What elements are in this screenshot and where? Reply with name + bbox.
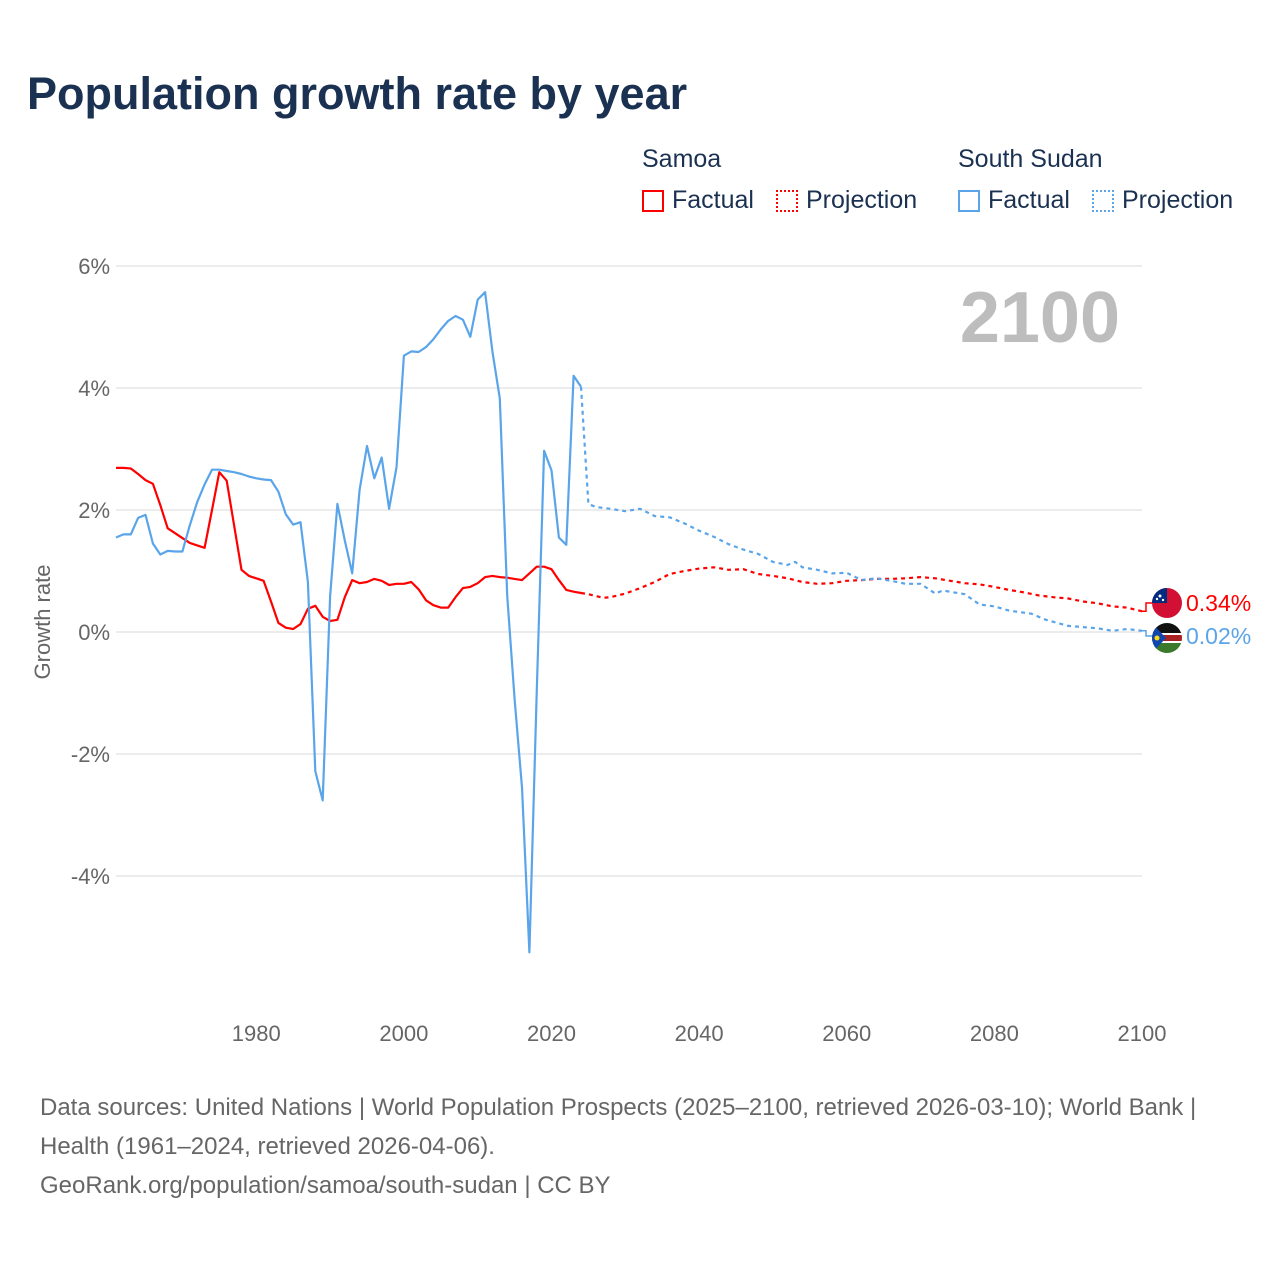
x-tick-label: 2040 [675, 1021, 724, 1046]
y-tick-label: 0% [78, 620, 110, 645]
legend-group-samoa: Samoa [642, 145, 722, 173]
end-label-samoa: 0.34% [1186, 590, 1251, 616]
legend-swatch [642, 189, 664, 212]
x-tick-label: 1980 [232, 1021, 281, 1046]
x-tick-label: 2100 [1118, 1021, 1167, 1046]
legend-south-sudan-projection[interactable]: Projection [1092, 186, 1233, 215]
series-line-samoa-factual [116, 466, 582, 631]
y-axis-label: Growth rate [30, 565, 55, 680]
legend-swatch [776, 189, 798, 212]
footer: Data sources: United Nations | World Pop… [40, 1088, 1240, 1205]
x-tick-label: 2080 [970, 1021, 1019, 1046]
samoa-flag-icon [1152, 588, 1182, 618]
legend-south-sudan-factual[interactable]: Factual [958, 186, 1070, 215]
legend-label: Factual [988, 186, 1070, 214]
south-sudan-flag-icon [1152, 623, 1182, 653]
x-tick-label: 2000 [379, 1021, 428, 1046]
end-connector [1142, 630, 1152, 637]
y-tick-label: 4% [78, 376, 110, 401]
data-sources: Data sources: United Nations | World Pop… [40, 1094, 1197, 1160]
legend-label: Factual [672, 186, 754, 214]
x-tick-label: 2020 [527, 1021, 576, 1046]
series-line-samoa-projection [580, 566, 1143, 613]
x-tick-label: 2060 [822, 1021, 871, 1046]
year-watermark: 2100 [960, 278, 1120, 358]
series-line-south-sudan-factual [115, 291, 582, 954]
y-tick-label: 2% [78, 498, 110, 523]
legend-label: Projection [1122, 186, 1234, 214]
attribution-link[interactable]: GeoRank.org/population/samoa/south-sudan… [40, 1172, 611, 1199]
y-tick-label: -2% [71, 742, 110, 767]
y-tick-label: -4% [71, 864, 110, 889]
legend-samoa-factual[interactable]: Factual [642, 186, 754, 215]
legend-samoa-projection[interactable]: Projection [776, 186, 917, 215]
legend-label: Projection [806, 186, 918, 214]
end-label-south-sudan: 0.02% [1186, 623, 1251, 649]
line-chart: -4% -2% 0% 2% 4% 6% 1980 2000 2020 2040 2060 2080 21… [30, 254, 1251, 1046]
legend-group-south-sudan: South Sudan [958, 145, 1103, 173]
chart-title: Population growth rate by year [27, 68, 688, 119]
end-connector [1142, 602, 1152, 613]
y-tick-label: 6% [78, 254, 110, 279]
legend-swatch [958, 189, 980, 212]
series-line-south-sudan-projection [579, 386, 1143, 632]
legend-swatch [1092, 189, 1114, 212]
